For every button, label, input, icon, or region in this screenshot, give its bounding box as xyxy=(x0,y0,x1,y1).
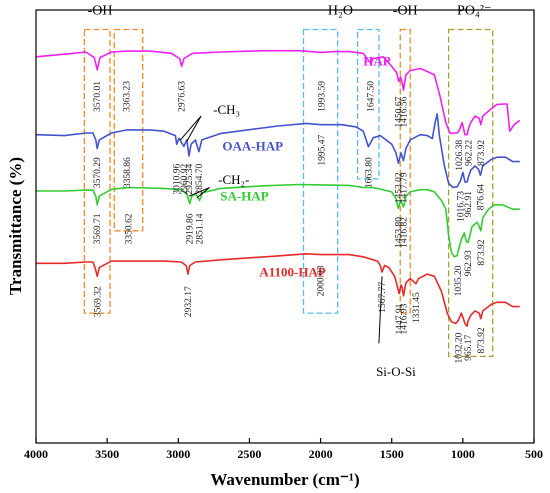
peak-label: 2925.34 xyxy=(185,163,195,194)
peak-label: 3570.01 xyxy=(93,81,103,112)
peak-label: 2851.14 xyxy=(196,213,206,244)
annotation-arrow xyxy=(180,115,202,141)
peak-label: 962.93 xyxy=(464,250,474,276)
peak-label: 3570.29 xyxy=(93,157,103,188)
peak-label: 3363.23 xyxy=(123,81,133,112)
annotation-label-ch: -CH₂- xyxy=(218,172,249,187)
peak-label: 2932.17 xyxy=(184,286,194,317)
annotation-label-ch: -CH₃ xyxy=(213,102,240,117)
peak-label: 1453.02 xyxy=(394,172,404,203)
peak-label: 1416.56 xyxy=(400,96,410,127)
annotations: -OH H₂O -OH PO₄²⁻ -CH₃ -CH₂- Si-O-Si xyxy=(88,3,492,379)
annotation-arrow xyxy=(196,187,210,199)
peak-label: 1416.93 xyxy=(400,303,410,334)
peak-label: 962.91 xyxy=(464,191,474,217)
peak-label: 2919.86 xyxy=(186,213,196,244)
region-box-5 xyxy=(447,28,494,358)
peak-label: 876.64 xyxy=(476,184,486,210)
peak-label: 3569.32 xyxy=(93,286,103,317)
region-box-0 xyxy=(83,28,111,314)
peak-label: 3010.96 xyxy=(173,163,183,194)
series-label-a1100-hap: A1100-HAP xyxy=(259,265,326,280)
x-tick-label: 3000 xyxy=(166,447,190,461)
series-line-oaa-hap xyxy=(35,113,520,189)
peak-label: 3358.86 xyxy=(123,157,133,188)
peak-label: 1450.67 xyxy=(395,96,405,127)
peak-label: 1331.45 xyxy=(412,292,422,323)
peak-label: 3350.62 xyxy=(124,213,134,244)
region-boxes xyxy=(83,28,494,358)
plot-frame xyxy=(35,9,535,444)
series-lines: HAP OAA-HAP SA-HAP A1100-HAP xyxy=(35,49,521,327)
group-label-h-o: H₂O xyxy=(328,3,353,18)
peak-label: 1032.20 xyxy=(454,332,464,363)
group-label-oh: -OH xyxy=(393,3,418,18)
series-label-oaa-hap: OAA-HAP xyxy=(222,138,283,153)
peak-label: 1016.73 xyxy=(456,191,466,222)
series-label-sa-hap: SA-HAP xyxy=(220,189,268,204)
x-axis-title: Wavenumber (cm⁻¹) xyxy=(210,470,359,489)
peak-label: 2000.03 xyxy=(317,265,327,296)
group-label-oh: -OH xyxy=(88,3,113,18)
annotation-arrow xyxy=(188,187,210,197)
peak-labels: 3570.01 3363.23 2976.63 1993.59 1647.50 1450.… xyxy=(93,81,487,364)
peak-label: 3569.71 xyxy=(93,213,103,244)
x-tick-label: 2000 xyxy=(309,447,333,461)
peak-label: 1416.82 xyxy=(400,217,410,248)
peak-label: 873.92 xyxy=(477,327,487,353)
peak-label: 1993.59 xyxy=(317,81,327,112)
y-axis-title: Transmittance (%) xyxy=(6,157,25,295)
peak-label: 1663.80 xyxy=(364,157,374,188)
peak-label: 962.22 xyxy=(464,140,474,166)
peak-label: 1567.77 xyxy=(378,282,388,313)
peak-label: 1447.91 xyxy=(395,303,405,334)
peak-label: 1453.80 xyxy=(394,217,404,248)
peak-label: 2960.92 xyxy=(180,163,190,194)
group-label-po: PO₄²⁻ xyxy=(457,3,491,18)
x-tick-label: 500 xyxy=(525,447,543,461)
x-tick-label: 2500 xyxy=(237,447,261,461)
series-line-hap xyxy=(35,49,521,136)
peak-label: 965.17 xyxy=(464,335,474,361)
axes xyxy=(35,9,535,444)
peak-label: 1417.79 xyxy=(399,172,409,203)
region-box-2 xyxy=(302,28,339,314)
peak-label: 873.92 xyxy=(477,239,487,265)
peak-label: 2854.70 xyxy=(195,163,205,194)
peak-label: 1035.20 xyxy=(454,265,464,296)
series-line-sa-hap xyxy=(36,183,520,258)
region-box-3 xyxy=(356,28,380,180)
x-tick-label: 1500 xyxy=(380,447,404,461)
annotation-arrow xyxy=(186,115,202,142)
x-tick-label: 1000 xyxy=(451,447,475,461)
peak-label: 873.92 xyxy=(477,140,487,166)
peak-label: 1026.38 xyxy=(455,140,465,171)
series-label-hap: HAP xyxy=(363,53,391,68)
annotation-arrow xyxy=(378,276,383,344)
region-box-4 xyxy=(399,28,411,314)
peak-label: 2976.63 xyxy=(178,81,188,112)
x-ticks: 4000 3500 3000 2500 2000 1500 1000 500 xyxy=(24,438,543,461)
annotation-label-si-o-si: Si-O-Si xyxy=(376,364,416,379)
series-line-a1100-hap xyxy=(36,253,520,327)
x-tick-label: 4000 xyxy=(24,447,48,461)
peak-label: 1995.47 xyxy=(317,134,327,165)
x-tick-label: 3500 xyxy=(95,447,119,461)
peak-label: 1647.50 xyxy=(367,81,377,112)
